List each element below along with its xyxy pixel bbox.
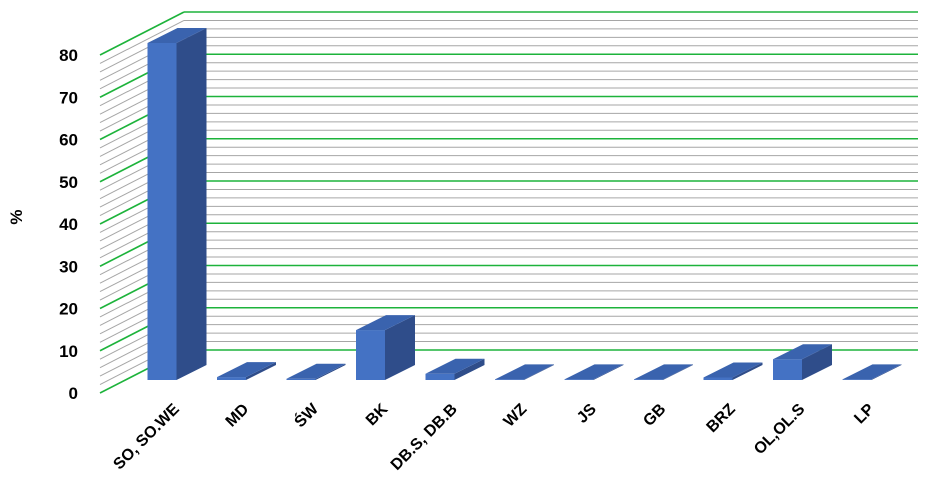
chart-bars [147,28,902,380]
chart-grid [99,11,918,394]
bar-side [454,358,485,380]
x-tick-label: ŚW [290,399,322,431]
y-tick-label: 70 [59,88,78,107]
bar [634,364,693,380]
bar-side [802,344,832,380]
x-tick-label: GB [640,401,669,430]
y-tick-label: 60 [59,131,78,150]
bar [356,315,415,380]
bar-front [147,43,177,380]
bar-top [286,363,346,379]
bar-side [593,364,624,380]
bar [773,344,832,380]
x-tick-label: LP [851,401,878,428]
bar-front [842,379,872,380]
bar-side [871,364,902,380]
bar-side [315,363,346,380]
minor-gridline [99,20,185,64]
y-tick-label: 30 [59,257,78,276]
bar-side [732,362,763,380]
x-tick-label: SO, SO.WE [110,401,183,474]
bar-top [356,315,415,331]
bar [425,358,485,380]
y-tick-label: 50 [59,173,78,192]
bar [217,362,276,380]
x-tick-label: JS [574,401,600,427]
bar [147,28,207,380]
y-axis-ticks: 0 10 20 30 40 50 60 70 80 [59,46,78,403]
bar-front [286,378,316,380]
bar-top [564,364,624,380]
y-axis-label: % [7,209,26,224]
bar-top [634,364,693,380]
bar-top [147,28,207,43]
bar-top [217,362,276,378]
bar [842,364,902,380]
bar-top [842,364,902,380]
bar-front [356,330,385,380]
y-tick-label: 40 [59,215,78,234]
bar-front [495,379,524,380]
x-tick-label: BRZ [704,401,739,436]
bar [495,364,554,380]
bar-side [524,364,554,380]
x-tick-label: DB.S, DB.B [388,401,461,474]
y-tick-label: 10 [59,342,78,361]
bar-side [176,28,207,380]
bar-front [564,379,594,380]
bar-top [495,364,554,380]
bar-top [773,344,832,360]
x-tick-label: WZ [501,401,531,431]
y-tick-label: 80 [59,46,78,65]
bar-top [703,362,763,378]
major-gridline [99,11,185,56]
bar [703,362,763,380]
bar-side [246,362,276,380]
bar-front [773,359,802,380]
y-tick-label: 20 [59,300,78,319]
bar-side [663,364,693,380]
x-tick-label: BK [363,400,392,429]
bar [564,364,624,380]
bar-front [634,379,663,380]
bar [286,363,346,380]
x-tick-label: OL,OL.S [751,401,809,459]
bar-top [425,358,485,374]
bar-front [425,373,455,380]
bar-front [703,377,733,380]
bar-side [385,315,415,380]
y-tick-label: 0 [69,384,78,403]
bar-front [217,377,246,380]
x-tick-label: MD [223,401,253,431]
